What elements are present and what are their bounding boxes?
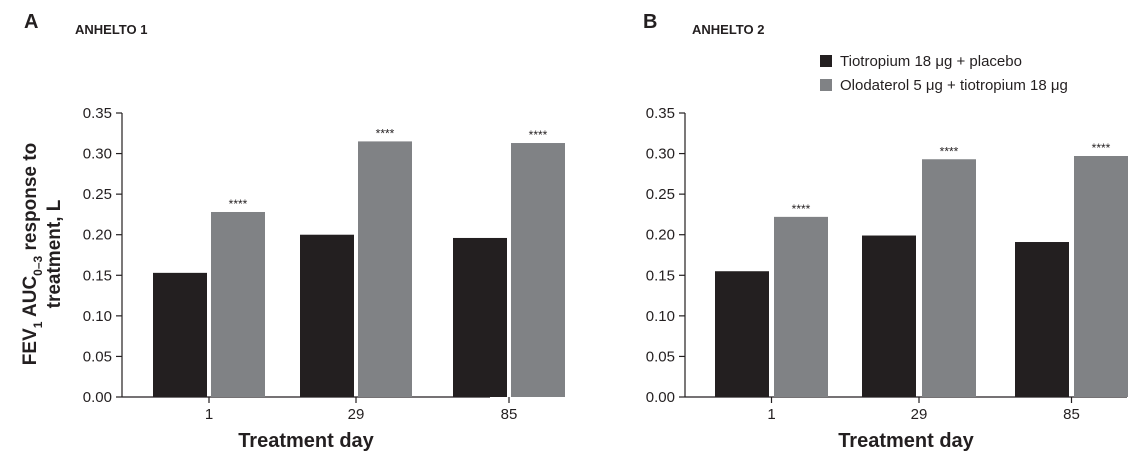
bar-series-2 — [358, 141, 412, 397]
x-tick-label: 85 — [1063, 406, 1080, 423]
panel-title: ANHELTO 1 — [75, 22, 147, 37]
significance-label: **** — [229, 197, 248, 211]
y-tick-label: 0.25 — [83, 186, 112, 203]
bar-series-2 — [211, 211, 265, 397]
y-tick-label: 0.30 — [83, 146, 112, 163]
y-axis-label: FEV1 AUC0–3 response to treatment, L — [20, 143, 65, 365]
panel-title: ANHELTO 2 — [692, 22, 764, 37]
x-tick-label: 1 — [767, 406, 775, 423]
x-tick-label: 29 — [911, 406, 928, 423]
significance-label: **** — [376, 126, 395, 140]
y-axis-label-line2: treatment, L — [44, 199, 65, 308]
legend: Tiotropium 18 μg + placebo Olodaterol 5 μ… — [820, 53, 1068, 94]
legend-swatch — [820, 79, 832, 91]
bar-series-1 — [153, 272, 207, 397]
y-tick-label: 0.10 — [83, 308, 112, 325]
panel-letter: B — [643, 11, 657, 33]
x-tick-label: 1 — [205, 406, 213, 423]
x-axis-label: Treatment day — [838, 430, 974, 452]
x-tick-label: 29 — [348, 406, 365, 423]
y-tick-label: 0.20 — [83, 227, 112, 244]
bar-series-2 — [922, 159, 976, 397]
x-tick-label: 85 — [501, 406, 518, 423]
legend-label: Olodaterol 5 μg + tiotropium 18 μg — [840, 77, 1068, 94]
bar-series-1 — [862, 235, 916, 397]
y-tick-label: 0.05 — [646, 348, 675, 365]
bar-series-1 — [453, 237, 507, 397]
panel-a: A ANHELTO 1 0.00 0.05 0.10 0.15 0.20 0.25 0.30 0.… — [24, 11, 565, 452]
legend-swatch — [820, 55, 832, 67]
panel-letter: A — [24, 11, 38, 33]
y-tick-label: 0.30 — [646, 146, 675, 163]
bar-series-1 — [300, 234, 354, 397]
y-tick-label: 0.20 — [646, 227, 675, 244]
y-tick-label: 0.10 — [646, 308, 675, 325]
bar-series-1 — [715, 271, 769, 397]
y-tick-label: 0.00 — [646, 389, 675, 406]
significance-label: **** — [940, 144, 959, 158]
y-tick-label: 0.25 — [646, 186, 675, 203]
panel-b: B ANHELTO 2 0.00 0.05 0.10 0.15 0.20 0.25 0.30 0.… — [643, 11, 1128, 452]
y-tick-label: 0.15 — [83, 267, 112, 284]
legend-label: Tiotropium 18 μg + placebo — [840, 53, 1022, 70]
x-axis-label: Treatment day — [238, 430, 374, 452]
y-tick-label: 0.15 — [646, 267, 675, 284]
y-tick-label: 0.05 — [83, 348, 112, 365]
significance-label: **** — [529, 128, 548, 142]
bar-series-2 — [1074, 156, 1128, 397]
bar-series-1 — [1015, 242, 1069, 397]
y-tick-label: 0.00 — [83, 389, 112, 406]
significance-label: **** — [792, 202, 811, 216]
significance-label: **** — [1092, 141, 1111, 155]
y-tick-label: 0.35 — [83, 105, 112, 122]
y-axis-label-line1: FEV1 AUC0–3 response to — [20, 143, 45, 365]
bar-series-2 — [511, 143, 565, 397]
y-tick-label: 0.35 — [646, 105, 675, 122]
bar-series-2 — [774, 216, 828, 397]
